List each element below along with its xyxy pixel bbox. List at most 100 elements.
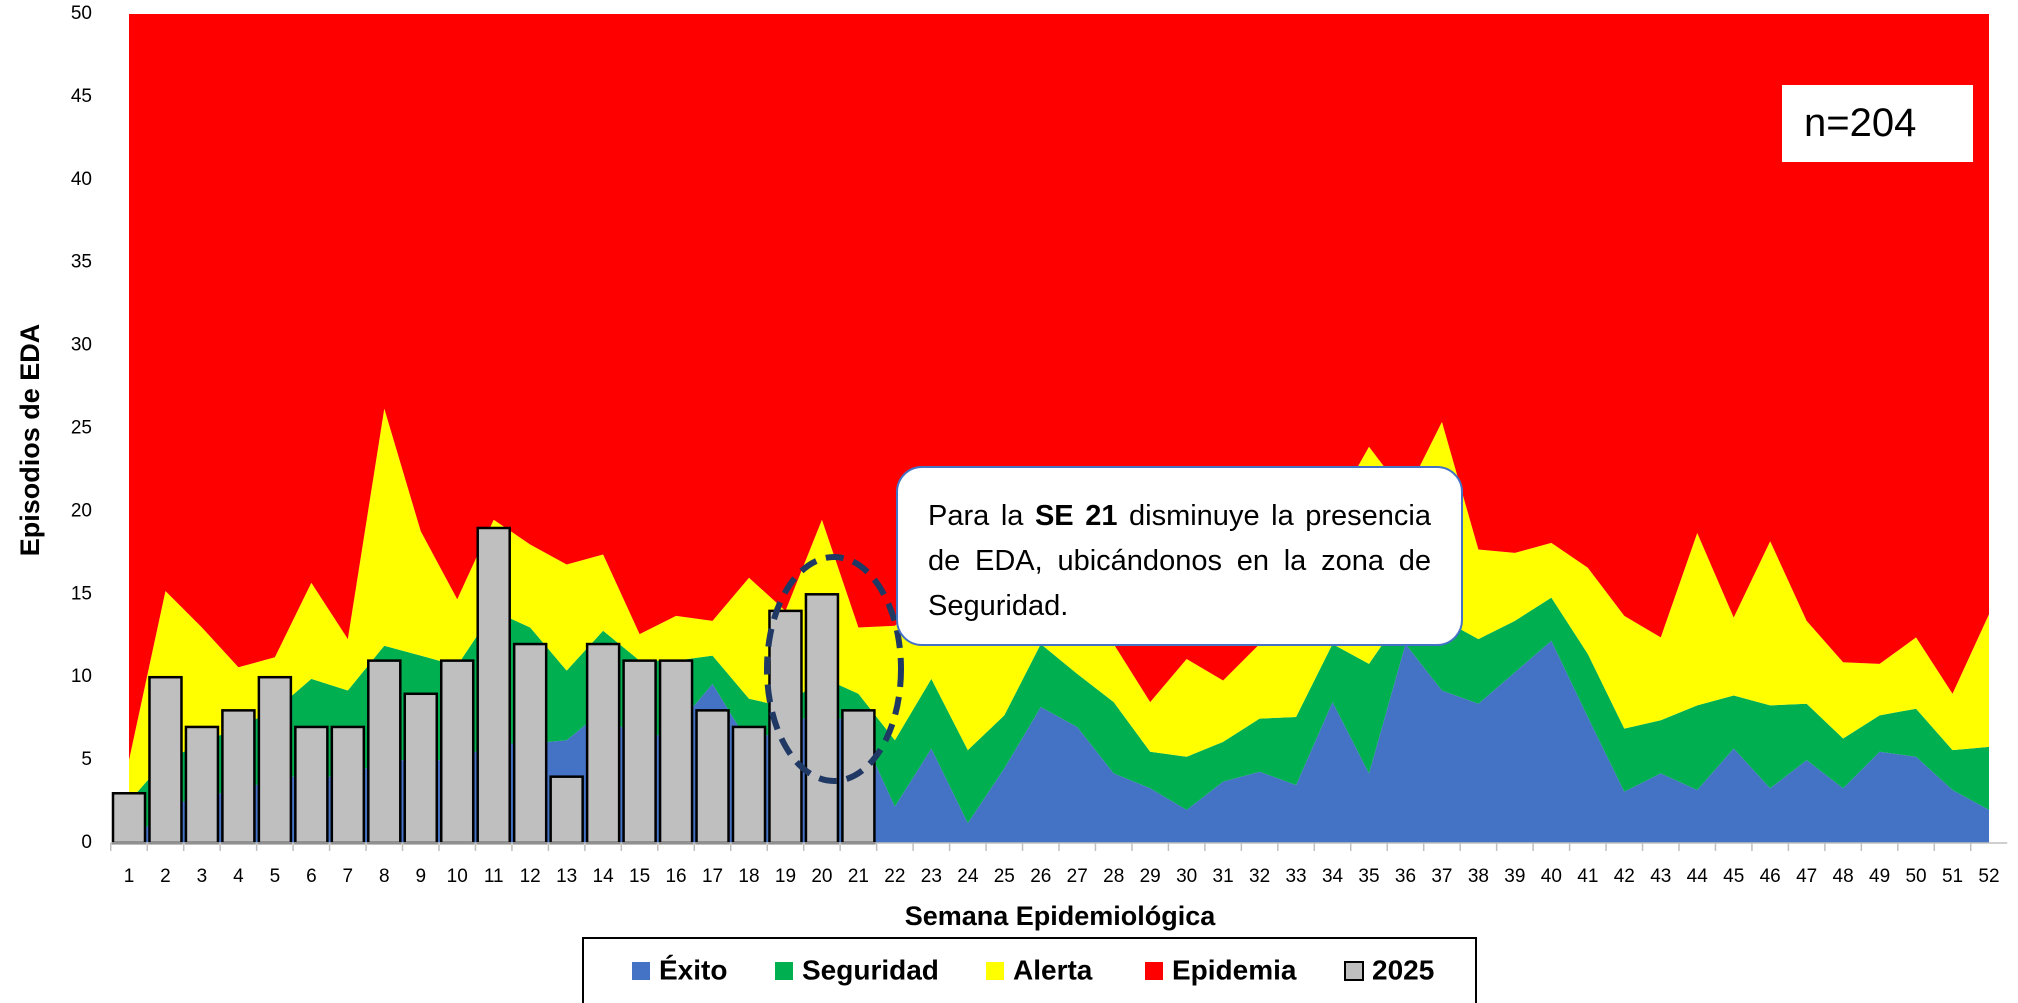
bar <box>403 692 439 845</box>
x-tick-label: 20 <box>811 866 832 887</box>
bar <box>585 642 621 845</box>
x-tick-label: 30 <box>1176 866 1197 887</box>
bar <box>221 709 256 845</box>
x-tick-label: 13 <box>556 866 577 887</box>
x-tick-label: 26 <box>1030 866 1051 887</box>
x-tick-label: 47 <box>1796 866 1817 887</box>
bar <box>658 659 694 845</box>
y-tick-label: 0 <box>81 832 92 853</box>
count-label: n=204 <box>1804 101 1917 145</box>
y-tick-label: 50 <box>71 3 92 24</box>
y-tick-label: 25 <box>71 418 92 439</box>
x-tick-label: 4 <box>233 866 244 887</box>
bar <box>367 659 402 845</box>
x-tick-label: 10 <box>447 866 468 887</box>
callout: Para la SE 21 disminuye la presencia de … <box>896 466 1463 646</box>
bar <box>512 642 548 845</box>
bar <box>731 725 767 845</box>
legend-label: Alerta <box>1013 954 1093 985</box>
y-tick-label: 10 <box>71 666 92 687</box>
x-tick-label: 22 <box>884 866 905 887</box>
callout-text: disminuye la presencia de EDA, ubicándon… <box>928 500 1431 622</box>
x-tick-label: 32 <box>1249 866 1270 887</box>
y-tick-label: 30 <box>71 335 92 356</box>
x-tick-label: 46 <box>1760 866 1781 887</box>
bar <box>549 775 584 845</box>
x-tick-label: 52 <box>1978 866 1999 887</box>
count-box: n=204 <box>1782 85 1973 162</box>
x-tick-label: 15 <box>629 866 650 887</box>
y-tick-label: 45 <box>71 86 92 107</box>
x-tick-label: 1 <box>124 866 135 887</box>
bar <box>257 675 293 845</box>
x-tick-label: 11 <box>484 866 504 887</box>
x-tick-label: 5 <box>270 866 281 887</box>
x-tick-label: 28 <box>1103 866 1124 887</box>
x-tick-label: 34 <box>1322 866 1344 887</box>
x-tick-label: 42 <box>1614 866 1635 887</box>
bar <box>695 709 730 845</box>
y-axis-title: Episodios de EDA <box>15 324 45 557</box>
x-tick-label: 43 <box>1650 866 1671 887</box>
y-tick-label: 35 <box>71 252 92 273</box>
x-tick-label: 39 <box>1504 866 1525 887</box>
x-tick-label: 29 <box>1140 866 1161 887</box>
x-tick-label: 3 <box>197 866 208 887</box>
x-tick-label: 35 <box>1358 866 1379 887</box>
bar <box>439 659 475 845</box>
x-tick-label: 16 <box>665 866 686 887</box>
legend-swatch <box>632 962 650 980</box>
x-tick-label: 36 <box>1395 866 1416 887</box>
bar <box>184 725 220 845</box>
x-tick-label: 2 <box>160 866 171 887</box>
x-tick-label: 51 <box>1942 866 1963 887</box>
x-tick-label: 6 <box>306 866 317 887</box>
x-tick-label: 12 <box>520 866 541 887</box>
legend-swatch <box>1145 962 1163 980</box>
x-tick-label: 18 <box>738 866 759 887</box>
bar <box>111 792 147 845</box>
legend-label: Éxito <box>659 954 727 985</box>
callout-bold: SE 21 <box>1034 500 1118 532</box>
y-tick-label: 5 <box>81 749 92 770</box>
x-tick-label: 9 <box>415 866 426 887</box>
x-tick-label: 33 <box>1285 866 1306 887</box>
x-tick-label: 40 <box>1541 866 1562 887</box>
x-tick-label: 44 <box>1687 866 1709 887</box>
x-tick-label: 38 <box>1468 866 1489 887</box>
x-tick-label: 14 <box>593 866 615 887</box>
bar <box>148 675 183 845</box>
x-tick-label: 45 <box>1723 866 1744 887</box>
y-tick-label: 15 <box>71 583 92 604</box>
x-axis-title: Semana Epidemiológica <box>905 901 1217 931</box>
x-tick-label: 41 <box>1577 866 1598 887</box>
highlight-ellipse <box>764 554 904 784</box>
bar <box>330 725 366 845</box>
x-tick-label: 7 <box>343 866 354 887</box>
area <box>129 14 1989 761</box>
legend-swatch <box>775 962 793 980</box>
x-tick-label: 48 <box>1833 866 1854 887</box>
y-tick-label: 20 <box>71 500 92 521</box>
legend-swatch <box>986 962 1004 980</box>
x-tick-label: 31 <box>1213 866 1234 887</box>
x-tick-label: 25 <box>994 866 1015 887</box>
x-tick-label: 49 <box>1869 866 1890 887</box>
bar <box>804 593 840 845</box>
bar <box>294 725 329 845</box>
bar <box>476 526 511 845</box>
x-tick-label: 8 <box>379 866 390 887</box>
x-tick-label: 24 <box>957 866 979 887</box>
callout-text: Para la <box>928 500 1035 532</box>
x-tick-label: 27 <box>1067 866 1088 887</box>
x-tick-label: 17 <box>702 866 723 887</box>
legend-box <box>582 937 1477 1003</box>
x-tick-label: 19 <box>775 866 796 887</box>
x-tick-label: 50 <box>1905 866 1926 887</box>
legend-swatch <box>1344 961 1364 981</box>
legend-label: Epidemia <box>1172 954 1297 985</box>
y-tick-label: 40 <box>71 169 92 190</box>
legend-label: Seguridad <box>802 954 939 985</box>
x-tick-label: 21 <box>848 866 869 887</box>
